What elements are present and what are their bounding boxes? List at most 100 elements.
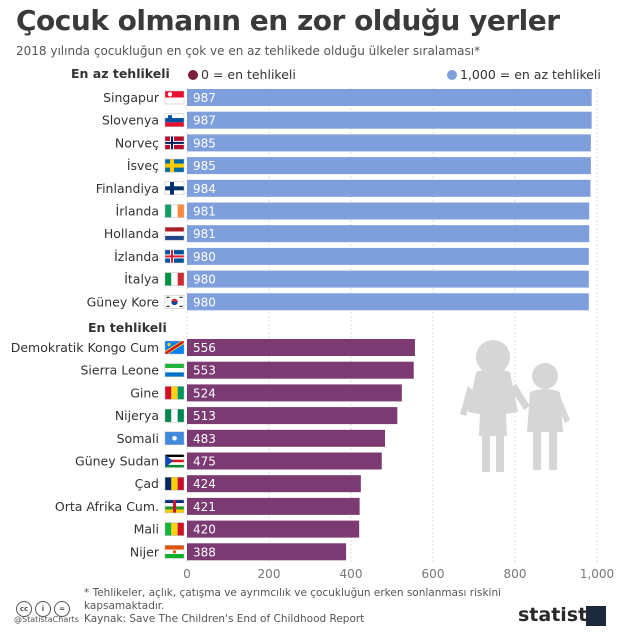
category-label: Nijerya	[115, 408, 159, 423]
bar	[187, 497, 360, 515]
x-tick-label: 1,000	[580, 567, 614, 581]
bar-value-label: 388	[193, 545, 216, 559]
norway-flag-icon	[164, 136, 185, 150]
bar-value-label: 424	[193, 477, 216, 491]
south-sudan-flag-icon	[164, 454, 185, 468]
bar	[187, 520, 360, 538]
category-label: Sierra Leone	[81, 363, 160, 378]
x-tick-label: 600	[422, 567, 445, 581]
bar-value-label: 556	[193, 341, 216, 355]
x-tick-label: 800	[504, 567, 527, 581]
bar	[187, 429, 386, 447]
bar	[187, 384, 402, 402]
bar-value-label: 524	[193, 386, 216, 400]
niger-flag-icon	[164, 545, 185, 559]
bar-value-label: 985	[193, 136, 216, 150]
ireland-flag-icon	[164, 204, 185, 218]
category-label: Güney Kore	[87, 294, 160, 309]
guinea-flag-icon	[164, 386, 185, 400]
cc-icon: cc	[16, 601, 32, 617]
bar-value-label: 483	[193, 432, 216, 446]
bar	[187, 361, 414, 379]
netherlands-flag-icon	[164, 226, 185, 241]
source-text: Kaynak: Save The Children's End of Child…	[84, 613, 365, 625]
sweden-flag-icon	[164, 158, 185, 173]
gridlines	[186, 88, 598, 563]
category-label: Gine	[130, 385, 159, 400]
category-label: Demokratik Kongo Cum	[11, 340, 159, 355]
legend-dot-high	[447, 70, 457, 80]
bar-value-label: 987	[193, 91, 216, 105]
bar	[187, 225, 590, 243]
dr-congo-flag-icon	[164, 340, 185, 355]
bar-value-label: 984	[193, 182, 216, 196]
bar-value-label: 980	[193, 273, 216, 287]
twitter-handle: @StatistaCharts	[14, 615, 79, 624]
bar-value-label: 981	[193, 205, 216, 219]
group-header: En az tehlikeli	[71, 66, 170, 81]
bar-value-label: 420	[193, 523, 216, 537]
bar	[187, 89, 592, 106]
bar-value-label: 987	[193, 114, 216, 128]
mali-flag-icon	[164, 522, 185, 536]
bar	[187, 293, 589, 311]
slovenia-flag-icon	[164, 113, 185, 127]
category-label: Norveç	[115, 135, 159, 150]
attribution-icon: i	[35, 601, 51, 617]
sierra-leone-flag-icon	[164, 363, 185, 377]
bar	[187, 179, 591, 197]
category-label: İrlanda	[116, 204, 159, 219]
x-axis-ticks: 0 200 400 600 800 1,000	[183, 567, 614, 581]
bar-value-label: 985	[193, 159, 216, 173]
x-tick-label: 200	[258, 567, 281, 581]
bar	[187, 111, 592, 129]
category-label: İsveç	[127, 158, 159, 173]
category-label: Somali	[117, 431, 159, 446]
category-label: Çad	[135, 476, 159, 491]
bars: 987 Singapur 987 Slovenya 985 Norveç 985 İsveç 9…	[11, 89, 592, 561]
chart-title: Çocuk olmanın en zor olduğu yerler	[16, 4, 560, 37]
category-label: Finlandiya	[96, 181, 159, 196]
category-label: Mali	[134, 522, 159, 537]
legend-item-low: 0 = en tehlikeli	[188, 67, 296, 82]
chad-flag-icon	[164, 476, 185, 491]
bar	[187, 475, 361, 493]
category-label: Güney Sudan	[75, 454, 159, 469]
finland-flag-icon	[164, 181, 185, 196]
bar	[187, 270, 589, 288]
legend-dot-low	[188, 70, 198, 80]
category-label: İzlanda	[114, 249, 159, 264]
bar-value-label: 553	[193, 364, 216, 378]
south-korea-flag-icon	[164, 295, 185, 309]
singapore-flag-icon	[164, 90, 185, 105]
category-label: Hollanda	[104, 226, 159, 241]
group-headers: En az tehlikeli En tehlikeli	[71, 66, 170, 335]
bar	[187, 339, 415, 356]
bar	[187, 543, 347, 561]
category-label: Singapur	[103, 90, 160, 105]
x-tick-label: 400	[340, 567, 363, 581]
statista-logo-icon	[586, 606, 606, 626]
noderivs-icon: =	[54, 601, 70, 617]
central-african-republic-flag-icon	[164, 499, 185, 514]
category-label: Nijer	[130, 544, 160, 559]
legend-high-label: 1,000 = en az tehlikeli	[460, 67, 601, 82]
bar	[187, 134, 591, 152]
bar	[187, 452, 382, 470]
italy-flag-icon	[164, 272, 185, 286]
legend-item-high: 1,000 = en az tehlikeli	[447, 67, 601, 82]
group-header: En tehlikeli	[88, 320, 167, 335]
nigeria-flag-icon	[164, 408, 185, 423]
chart-subtitle: 2018 yılında çocukluğun en çok ve en az …	[16, 44, 481, 58]
category-label: İtalya	[124, 272, 159, 287]
bar-value-label: 980	[193, 250, 216, 264]
category-label: Slovenya	[102, 113, 159, 128]
x-tick-label: 0	[183, 567, 191, 581]
legend-low-label: 0 = en tehlikeli	[201, 67, 296, 82]
children-silhouette-icon	[460, 340, 570, 472]
bar-value-label: 475	[193, 455, 216, 469]
statista-logo: statista	[518, 604, 601, 626]
bar	[187, 202, 590, 220]
bar	[187, 157, 591, 175]
